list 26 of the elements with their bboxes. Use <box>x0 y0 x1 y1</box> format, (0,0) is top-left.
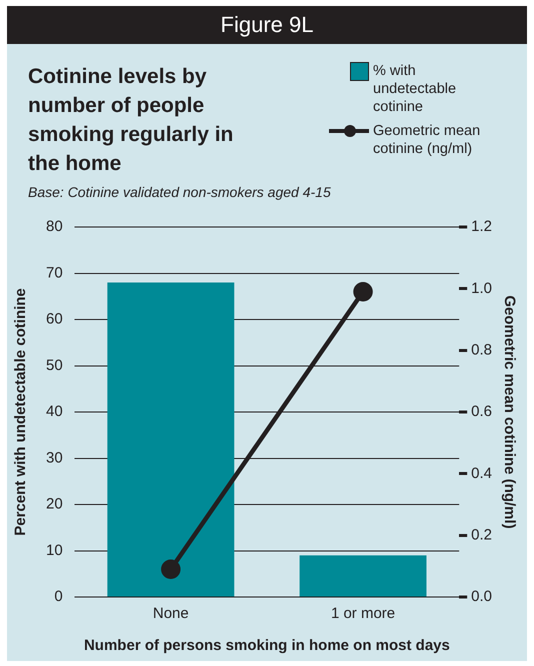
y2-tick-label: 0.4 <box>471 464 492 482</box>
y2-axis-title: Geometric mean cotinine (ng/ml) <box>500 295 518 529</box>
chart-subtitle: Base: Cotinine validated non-smokers aged 4-15 <box>28 184 331 200</box>
y-tick-label: 20 <box>46 496 63 513</box>
y-axis-title: Percent with undetectable cotinine <box>12 288 30 536</box>
y2-tick-label: 1.0 <box>471 280 492 297</box>
chart-title: Cotinine levels by number of people smoking regularly in the home <box>28 64 234 177</box>
y-tick-label: 10 <box>46 542 63 559</box>
y-tick-label: 70 <box>46 264 63 282</box>
y-tick-label: 40 <box>46 403 63 420</box>
y2-tick-label: 0.6 <box>471 403 492 420</box>
y-tick-label: 30 <box>46 449 63 466</box>
y2-tick-label: 0.2 <box>471 526 492 544</box>
y2-tick-label: 1.2 <box>471 218 492 236</box>
y2-tick-label: 0.0 <box>471 588 492 606</box>
y-tick-label: 50 <box>46 356 63 374</box>
legend-label: Geometric mean cotinine (ng/ml) <box>373 122 482 158</box>
caption: Figure 9L <box>7 6 527 44</box>
y-tick-label: 80 <box>46 218 63 236</box>
y2-tick-label: 0.8 <box>471 341 492 358</box>
x-tick-label: 1 or more <box>330 605 396 622</box>
legend-label: % with undetectable cotinine <box>373 62 458 116</box>
y-tick-label: 60 <box>46 310 63 328</box>
x-axis-title: Number of persons smoking in home on most days <box>84 637 450 654</box>
y-tick-label: 0 <box>54 588 63 606</box>
x-tick-label: None <box>152 605 189 622</box>
